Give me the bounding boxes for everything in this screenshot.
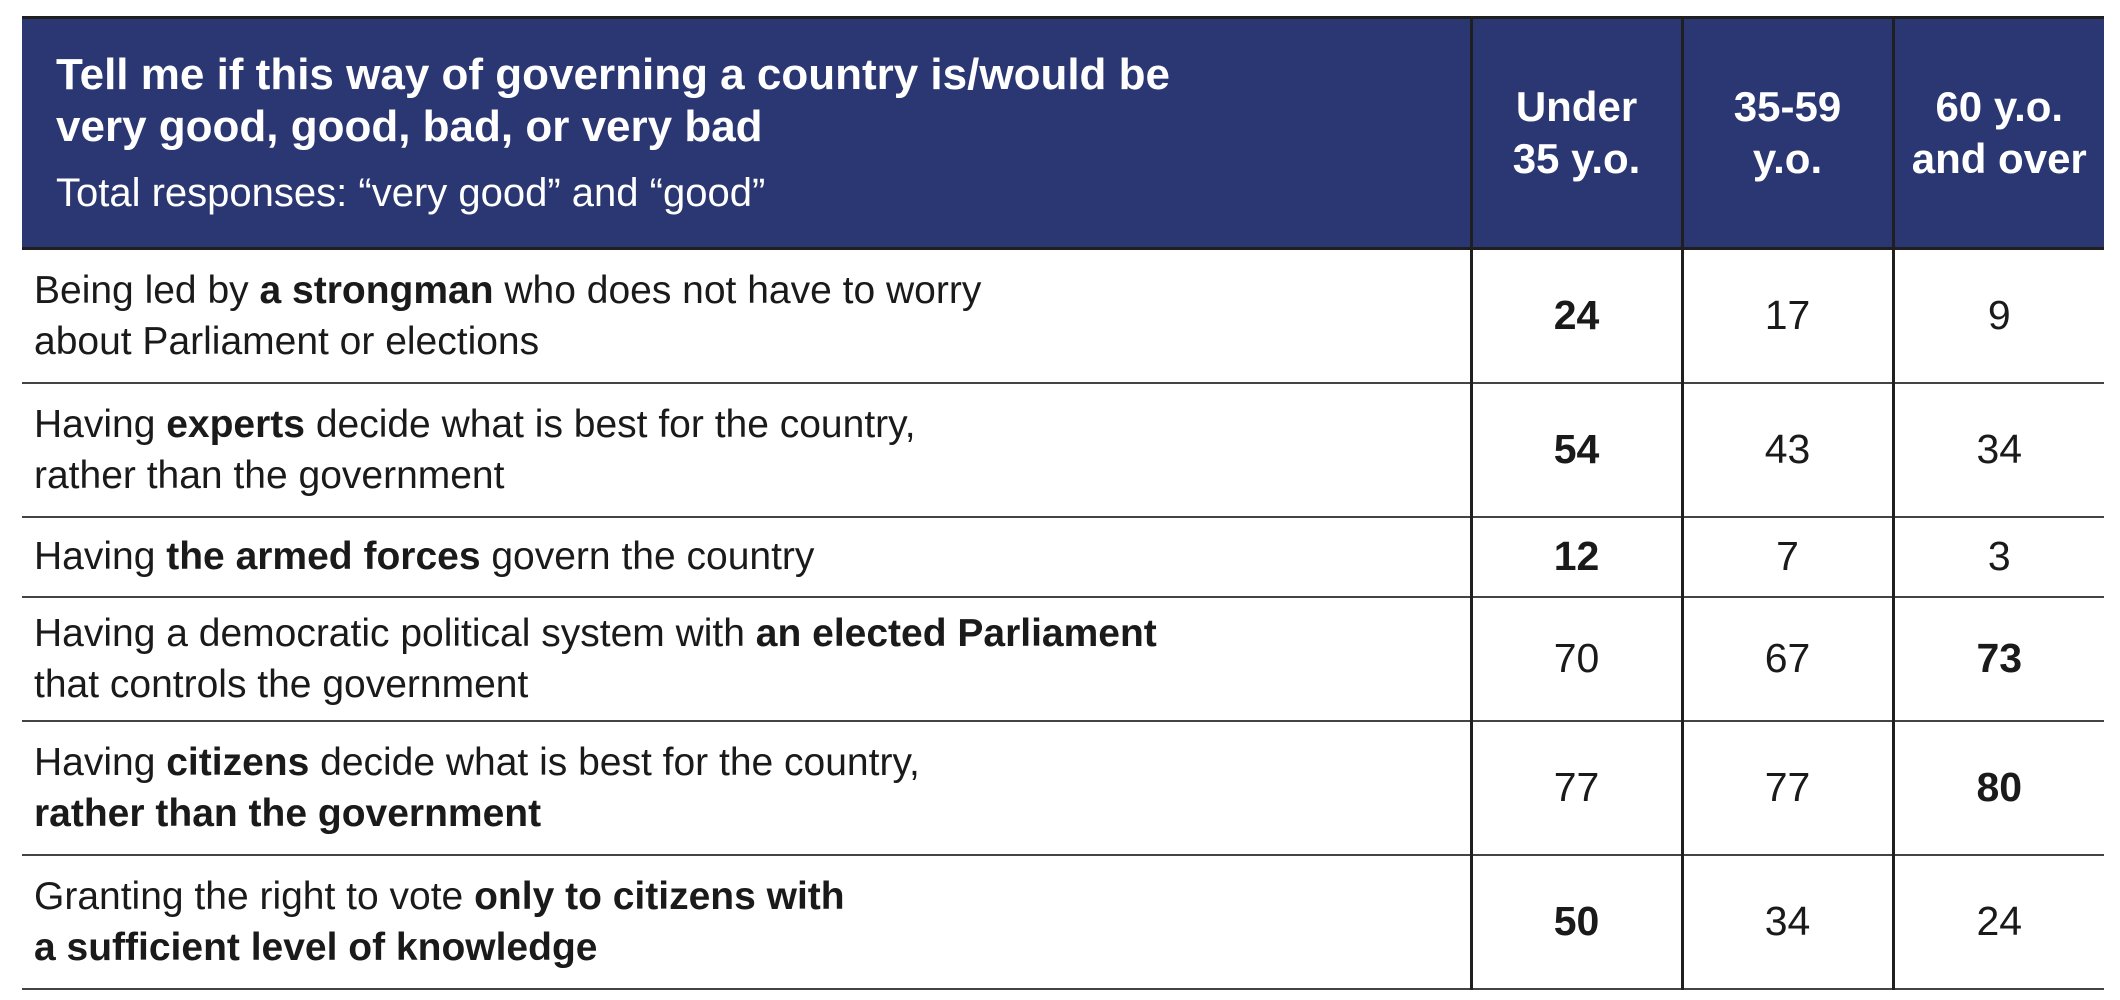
row-question: Having experts decide what is best for t… xyxy=(22,382,1471,518)
question-text: Having xyxy=(34,402,167,446)
value-cell-35-59: 43 xyxy=(1680,382,1893,518)
value-cell-35-59: 34 xyxy=(1680,854,1893,990)
question-line: that controls the government xyxy=(34,659,1450,710)
column-header-under-35: Under 35 y.o. xyxy=(1469,16,1682,250)
column-header-line-1: 60 y.o. xyxy=(1935,83,2064,130)
question-text-bold: the armed forces xyxy=(166,535,481,578)
column-header-line-2: 35 y.o. xyxy=(1512,135,1641,182)
question-text-bold: a strongman xyxy=(259,268,494,312)
value-cell-under-35: 54 xyxy=(1469,382,1682,518)
column-header-60-and-over: 60 y.o. and over xyxy=(1891,16,2104,250)
value-cell-35-59: 67 xyxy=(1680,596,1893,722)
table-body: Being led by a strongman who does not ha… xyxy=(22,248,2104,990)
question-line: Having citizens decide what is best for … xyxy=(34,737,1450,788)
header-title-line-2: very good, good, bad, or very bad xyxy=(56,102,763,151)
question-text-bold: experts xyxy=(166,402,305,446)
survey-table-container: Tell me if this way of governing a count… xyxy=(22,16,2104,990)
header-row: Tell me if this way of governing a count… xyxy=(22,16,2104,250)
table-header: Tell me if this way of governing a count… xyxy=(22,16,2104,250)
table-row: Having experts decide what is best for t… xyxy=(22,382,2104,518)
header-title: Tell me if this way of governing a count… xyxy=(56,49,1430,153)
question-text: govern the country xyxy=(480,535,815,578)
table-row: Granting the right to vote only to citiz… xyxy=(22,854,2104,990)
column-header-line-2: y.o. xyxy=(1752,135,1823,182)
row-question: Granting the right to vote only to citiz… xyxy=(22,854,1471,990)
question-line: about Parliament or elections xyxy=(34,316,1450,367)
value-cell-60-and-over: 73 xyxy=(1891,596,2104,722)
value-cell-under-35: 24 xyxy=(1469,248,1682,384)
question-line: Having the armed forces govern the count… xyxy=(34,531,1450,582)
question-line: Granting the right to vote only to citiz… xyxy=(34,871,1450,922)
question-text-bold: a sufficient level of knowledge xyxy=(34,925,598,969)
value-cell-60-and-over: 80 xyxy=(1891,720,2104,856)
row-question: Being led by a strongman who does not ha… xyxy=(22,248,1471,384)
question-text: rather than the government xyxy=(34,453,505,497)
question-text-bold: citizens xyxy=(166,740,310,784)
table-row: Being led by a strongman who does not ha… xyxy=(22,248,2104,384)
survey-table: Tell me if this way of governing a count… xyxy=(22,16,2104,990)
column-header-line-2: and over xyxy=(1911,135,2087,182)
question-line: Being led by a strongman who does not ha… xyxy=(34,265,1450,316)
value-cell-under-35: 50 xyxy=(1469,854,1682,990)
question-text: who does not have to worry xyxy=(493,268,982,312)
column-header-line-1: Under xyxy=(1515,83,1638,130)
question-line: rather than the government xyxy=(34,450,1450,501)
value-cell-under-35: 77 xyxy=(1469,720,1682,856)
value-cell-60-and-over: 34 xyxy=(1891,382,2104,518)
row-question: Having the armed forces govern the count… xyxy=(22,516,1471,598)
table-row: Having citizens decide what is best for … xyxy=(22,720,2104,856)
question-text: decide what is best for the country, xyxy=(304,402,916,446)
question-text: Having xyxy=(34,535,167,578)
question-line: Having a democratic political system wit… xyxy=(34,608,1450,659)
question-text: decide what is best for the country, xyxy=(309,740,920,784)
question-text-bold: rather than the government xyxy=(34,791,542,835)
value-cell-35-59: 7 xyxy=(1680,516,1893,598)
table-row: Having a democratic political system wit… xyxy=(22,596,2104,722)
question-text: Granting the right to vote xyxy=(34,874,475,918)
header-title-line-1: Tell me if this way of governing a count… xyxy=(56,50,1171,99)
question-text: Having a democratic political system wit… xyxy=(34,611,756,655)
column-header-35-59: 35-59 y.o. xyxy=(1680,16,1893,250)
question-text-bold: only to citizens with xyxy=(474,874,845,918)
value-cell-60-and-over: 3 xyxy=(1891,516,2104,598)
question-line: a sufficient level of knowledge xyxy=(34,922,1450,973)
column-header-line-1: 35-59 xyxy=(1733,83,1842,130)
question-text-bold: an elected Parliament xyxy=(755,611,1157,655)
question-line: Having experts decide what is best for t… xyxy=(34,399,1450,450)
header-subtitle: Total responses: “very good” and “good” xyxy=(56,171,766,215)
question-text: that controls the government xyxy=(34,662,529,706)
question-line: rather than the government xyxy=(34,788,1450,839)
table-row: Having the armed forces govern the count… xyxy=(22,516,2104,598)
value-cell-35-59: 77 xyxy=(1680,720,1893,856)
question-text: Being led by xyxy=(34,268,260,312)
value-cell-60-and-over: 24 xyxy=(1891,854,2104,990)
question-text: about Parliament or elections xyxy=(34,319,540,363)
value-cell-under-35: 12 xyxy=(1469,516,1682,598)
value-cell-35-59: 17 xyxy=(1680,248,1893,384)
question-text: Having xyxy=(34,740,167,784)
question-header: Tell me if this way of governing a count… xyxy=(22,16,1471,250)
row-question: Having citizens decide what is best for … xyxy=(22,720,1471,856)
value-cell-under-35: 70 xyxy=(1469,596,1682,722)
row-question: Having a democratic political system wit… xyxy=(22,596,1471,722)
value-cell-60-and-over: 9 xyxy=(1891,248,2104,384)
